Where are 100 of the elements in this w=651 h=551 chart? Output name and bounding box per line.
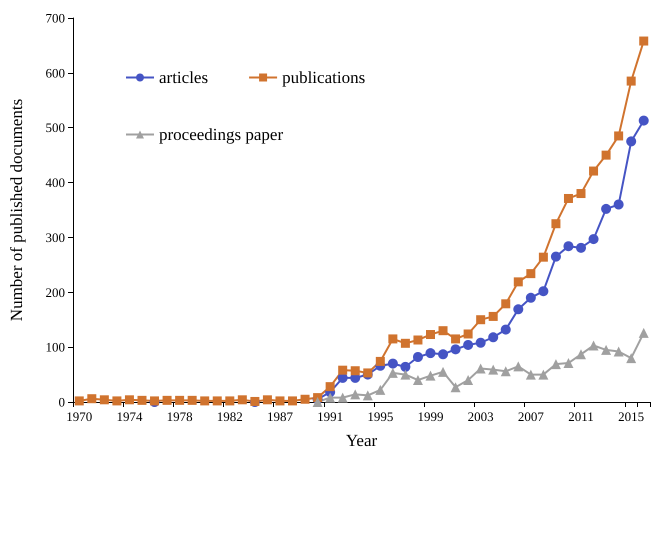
x-tick-label: 1970 [66, 409, 92, 424]
point [550, 252, 561, 262]
point [476, 315, 486, 324]
point [326, 382, 335, 392]
point [639, 36, 648, 46]
point [626, 353, 636, 364]
point [388, 368, 398, 378]
point [400, 338, 410, 348]
point [412, 352, 423, 362]
point [338, 366, 348, 375]
y-tick-label: 600 [46, 65, 65, 80]
point [438, 366, 448, 377]
x-tick-label: 1987 [266, 409, 294, 424]
point [275, 396, 284, 406]
point [200, 396, 210, 406]
x-tick-label: 1999 [417, 409, 444, 424]
point [162, 396, 172, 405]
point [87, 394, 96, 404]
point [288, 396, 298, 406]
point [425, 370, 436, 381]
point [576, 349, 586, 360]
point [563, 358, 574, 368]
y-tick-label: 400 [46, 175, 65, 190]
legend-label: articles [159, 68, 208, 87]
x-tick-label: 1991 [317, 409, 344, 424]
point [225, 396, 234, 406]
point [338, 392, 348, 403]
point [238, 395, 247, 404]
x-tick-label: 2007 [518, 409, 544, 424]
point [188, 396, 197, 405]
point [300, 394, 310, 404]
point [589, 166, 598, 176]
y-tick-label: 700 [46, 10, 65, 26]
point [526, 370, 536, 380]
legend-label: publications [282, 68, 366, 87]
point [388, 334, 398, 344]
y-tick-label: 300 [46, 230, 65, 245]
point [362, 390, 373, 400]
point [262, 395, 272, 404]
point [513, 304, 524, 314]
point [638, 116, 649, 126]
y-axis-title: Number of published documents [7, 98, 26, 322]
point [526, 269, 536, 278]
point [538, 252, 548, 262]
point [426, 330, 435, 340]
point [412, 375, 423, 386]
point [137, 396, 146, 405]
point [451, 334, 460, 344]
point [476, 364, 486, 374]
x-tick-label: 1995 [367, 409, 394, 424]
point [526, 292, 536, 303]
point [413, 336, 422, 345]
x-tick-label: 2015 [618, 409, 644, 424]
point [576, 242, 586, 253]
x-axis-title: Year [346, 431, 378, 450]
x-tick-label: 2011 [568, 409, 594, 424]
point [463, 340, 474, 350]
point [563, 241, 574, 252]
point [538, 370, 548, 380]
x-tick-label: 1978 [166, 409, 193, 424]
point [614, 200, 624, 210]
x-tick-label: 1982 [216, 409, 243, 424]
point [588, 234, 599, 244]
point [388, 358, 398, 369]
point [488, 312, 498, 321]
point [626, 76, 636, 86]
y-tick-label: 200 [46, 284, 65, 300]
point [551, 219, 560, 228]
point [463, 375, 474, 386]
y-tick-label: 100 [46, 340, 65, 355]
point [438, 349, 448, 360]
point [500, 324, 511, 335]
point [363, 368, 372, 378]
point [212, 396, 222, 406]
point [538, 286, 548, 296]
point [375, 384, 386, 395]
point [450, 344, 461, 354]
point [400, 362, 410, 372]
point [312, 397, 323, 407]
point [350, 389, 360, 400]
point [614, 346, 624, 357]
point [564, 194, 573, 203]
point [100, 395, 109, 404]
point [550, 359, 561, 370]
point [614, 131, 624, 140]
point [464, 329, 473, 338]
point [426, 348, 436, 358]
point [601, 344, 612, 355]
point [501, 299, 510, 308]
point [602, 150, 611, 160]
x-tick-label: 2003 [468, 409, 494, 424]
point [400, 370, 410, 380]
legend-label: proceedings paper [159, 125, 284, 144]
point [601, 204, 612, 214]
point [488, 364, 498, 375]
point [638, 328, 649, 338]
point [450, 382, 461, 392]
y-tick-label: 500 [46, 120, 65, 136]
point [325, 392, 336, 403]
point [626, 136, 636, 146]
